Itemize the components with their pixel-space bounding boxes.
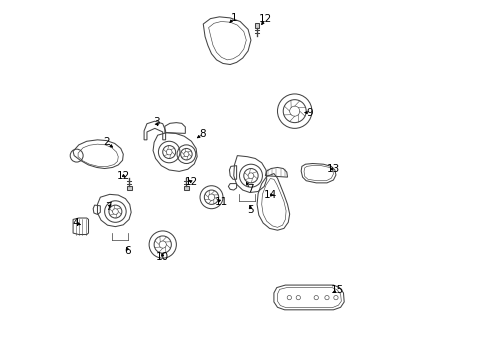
Text: 3: 3 bbox=[153, 117, 159, 127]
Text: 2: 2 bbox=[103, 138, 110, 147]
Text: 12: 12 bbox=[117, 171, 130, 181]
Text: 15: 15 bbox=[330, 285, 343, 296]
Text: 5: 5 bbox=[246, 206, 253, 216]
Text: 10: 10 bbox=[156, 252, 169, 262]
Text: 1: 1 bbox=[231, 13, 237, 23]
Text: 6: 6 bbox=[124, 246, 131, 256]
Text: 14: 14 bbox=[263, 190, 276, 200]
Text: 11: 11 bbox=[214, 197, 227, 207]
FancyBboxPatch shape bbox=[126, 186, 131, 190]
Text: 13: 13 bbox=[326, 163, 339, 174]
Text: 9: 9 bbox=[306, 108, 312, 118]
Text: 4: 4 bbox=[73, 218, 79, 228]
FancyBboxPatch shape bbox=[184, 186, 188, 190]
Text: 12: 12 bbox=[184, 177, 198, 187]
Text: 12: 12 bbox=[258, 14, 271, 24]
FancyBboxPatch shape bbox=[254, 23, 259, 28]
Text: 8: 8 bbox=[199, 129, 206, 139]
Text: 7: 7 bbox=[246, 184, 253, 194]
Text: 7: 7 bbox=[105, 202, 111, 212]
